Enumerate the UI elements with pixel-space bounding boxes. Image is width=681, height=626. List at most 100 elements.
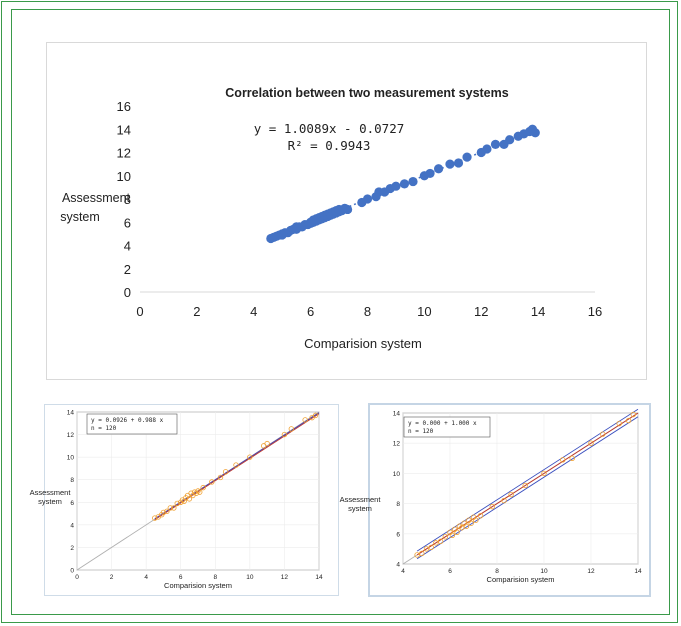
main-chart-panel: Correlation between two measurement syst…	[46, 42, 647, 380]
x-tick-label: 2	[193, 304, 200, 319]
x-tick-label: 0	[75, 574, 79, 581]
x-tick-label: 2	[110, 574, 114, 581]
data-point	[428, 544, 434, 551]
data-point	[560, 457, 566, 463]
data-point	[408, 176, 418, 187]
x-axis-label: Comparision system	[164, 581, 232, 590]
right-scatter-chart: 4 6 8 10 12 14 4 6 8 10 12 14 y = 0.000 + 1.000 xn =…	[340, 408, 642, 584]
x-tick-label: 4	[144, 574, 148, 581]
y-tick-label: 2	[70, 545, 74, 552]
data-point	[445, 159, 455, 169]
data-point	[312, 412, 319, 419]
y-tick-label: 8	[396, 501, 400, 508]
x-tick-label: 8	[364, 304, 371, 319]
x-tick-label: 12	[587, 568, 595, 575]
data-point	[209, 479, 215, 485]
data-point	[463, 523, 470, 529]
x-tick-label: 4	[250, 304, 257, 319]
y-tick-label: 8	[124, 192, 131, 207]
y-tick-label: 14	[67, 410, 75, 417]
y-tick-label: 6	[70, 500, 74, 507]
data-point	[160, 509, 167, 516]
x-tick-label: 14	[315, 574, 323, 581]
legend-text: n = 120	[91, 425, 117, 432]
data-point	[630, 411, 636, 418]
x-tick-label: 4	[401, 568, 405, 575]
left-scatter-chart: 0 2 4 6 8 10 12 14 0 2 4 6 8 10 12 14 y = 0.0926 + 0.988…	[30, 410, 323, 591]
y-tick-label: 10	[393, 471, 401, 478]
x-tick-label: 6	[307, 304, 314, 319]
main-scatter-chart: Correlation between two measurement syst…	[60, 86, 602, 351]
left-chart-panel: 0 2 4 6 8 10 12 14 0 2 4 6 8 10 12 14 y = 0.0926 + 0.988…	[30, 404, 339, 596]
y-tick-label: 12	[393, 441, 401, 448]
y-tick-label: 4	[124, 239, 131, 254]
y-tick-label: 0	[70, 568, 74, 575]
data-point	[174, 500, 180, 507]
data-point	[482, 144, 492, 154]
legend-text: n = 120	[408, 428, 434, 435]
y-axis-label-line1: Assessment	[340, 495, 382, 504]
y-axis-label-line2: system	[38, 497, 62, 506]
y-tick-label: 4	[70, 522, 74, 529]
x-tick-label: 14	[531, 304, 545, 319]
data-point	[167, 505, 174, 511]
data-point	[247, 454, 253, 460]
data-point	[616, 420, 622, 427]
data-point	[200, 484, 206, 491]
x-tick-label: 10	[246, 574, 254, 581]
data-point	[222, 469, 229, 475]
data-point	[468, 520, 474, 526]
data-point	[233, 462, 239, 468]
y-tick-label: 16	[117, 99, 131, 114]
data-point	[186, 496, 193, 502]
data-point	[508, 491, 514, 498]
x-tick-label: 8	[495, 568, 499, 575]
y-tick-label: 10	[67, 455, 75, 462]
data-point	[197, 489, 203, 495]
x-tick-label: 14	[634, 568, 642, 575]
data-point	[281, 431, 288, 438]
y-axis-label-line1: Assessment	[30, 488, 72, 497]
x-tick-label: 12	[474, 304, 488, 319]
data-point	[362, 194, 373, 204]
data-point	[477, 512, 484, 519]
data-point	[522, 482, 528, 489]
data-point	[501, 497, 507, 504]
x-tick-label: 8	[213, 574, 217, 581]
data-point	[541, 470, 547, 477]
data-point	[588, 440, 594, 446]
data-point	[459, 525, 465, 531]
x-tick-label: 12	[281, 574, 289, 581]
y-axis-label-line2: system	[60, 210, 100, 224]
y-axis-label-line1: Assessment	[62, 191, 131, 205]
r-squared-label: R² = 0.9943	[288, 138, 371, 153]
y-tick-label: 6	[124, 215, 131, 230]
legend-text: y = 0.0926 + 0.988 x	[91, 417, 164, 424]
x-tick-label: 10	[417, 304, 431, 319]
confidence-line	[416, 416, 639, 560]
data-point	[437, 538, 444, 545]
data-point	[473, 517, 479, 523]
data-point	[419, 550, 425, 557]
data-point	[453, 158, 464, 168]
data-point	[399, 179, 410, 189]
data-point	[462, 152, 472, 162]
x-tick-label: 16	[588, 304, 602, 319]
data-point	[414, 552, 420, 558]
data-point	[391, 181, 401, 191]
data-point	[449, 532, 456, 539]
data-point	[433, 164, 444, 174]
data-point	[302, 417, 308, 423]
x-tick-label: 0	[136, 304, 143, 319]
x-axis-label: Comparision system	[487, 575, 555, 584]
data-point	[530, 128, 540, 138]
data-point	[442, 534, 448, 540]
data-point	[454, 529, 460, 535]
y-tick-label: 8	[70, 477, 74, 484]
data-point	[342, 204, 353, 215]
data-point	[625, 417, 632, 424]
data-point	[152, 515, 158, 521]
y-tick-label: 12	[117, 146, 131, 161]
